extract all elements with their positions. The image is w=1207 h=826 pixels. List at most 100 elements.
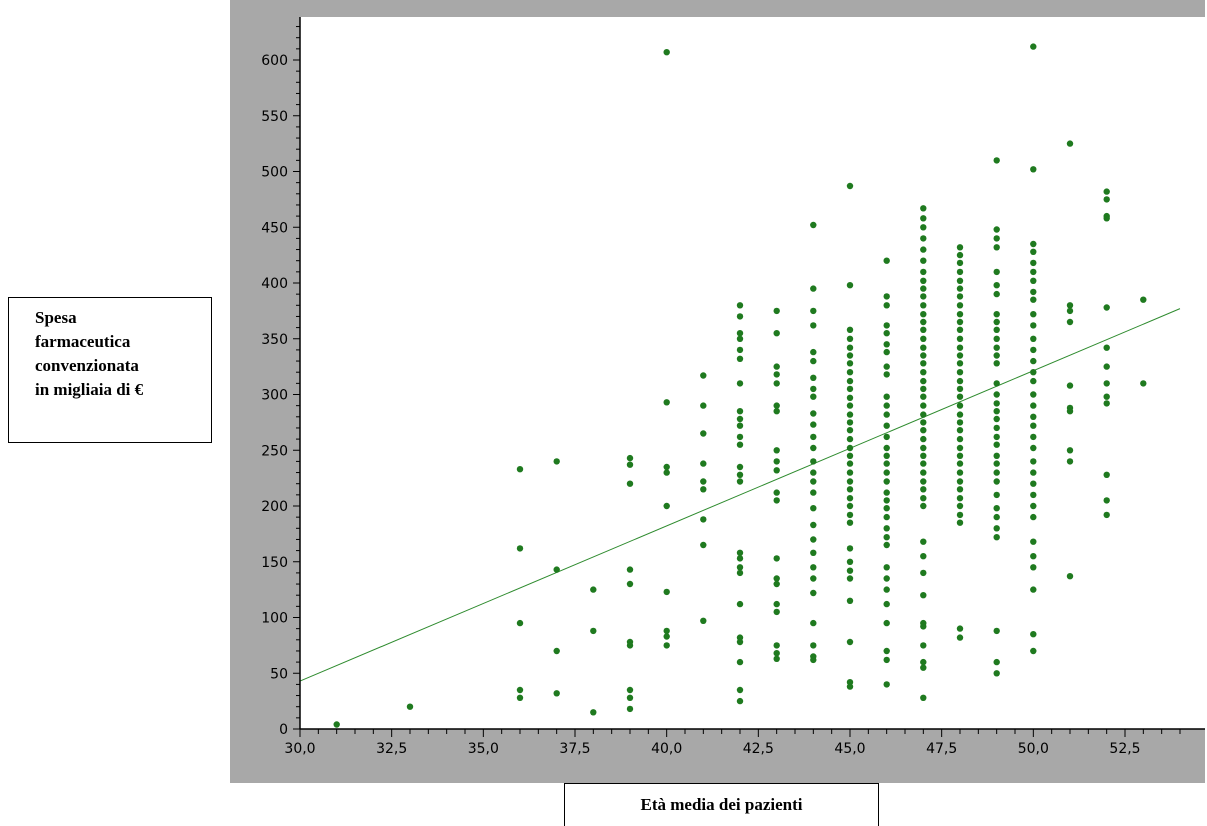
- data-point: [956, 402, 964, 409]
- data-point: [773, 447, 780, 454]
- y-tick-label: 400: [261, 276, 288, 292]
- data-point: [1030, 402, 1037, 409]
- data-point: [736, 330, 744, 337]
- data-point: [810, 433, 817, 441]
- data-point: [920, 486, 927, 493]
- data-point: [1103, 196, 1110, 203]
- data-point: [846, 182, 854, 190]
- data-point: [920, 642, 927, 649]
- data-point: [626, 705, 634, 713]
- data-point: [846, 486, 854, 493]
- data-point: [993, 311, 1000, 318]
- data-point: [883, 341, 890, 348]
- data-point: [810, 536, 817, 543]
- data-point: [1066, 140, 1074, 147]
- data-point: [1030, 553, 1037, 560]
- data-point: [736, 355, 744, 362]
- data-point: [1030, 166, 1037, 173]
- data-point: [846, 545, 854, 552]
- data-point: [883, 330, 890, 337]
- data-point: [846, 444, 854, 452]
- data-point: [736, 478, 744, 485]
- chart-frame: 0 50 100 150 200 250 300 350 400 450 500 550 600 30,0…: [230, 0, 1205, 783]
- data-point: [810, 619, 817, 627]
- data-point: [773, 408, 780, 415]
- data-point: [920, 344, 927, 351]
- data-point: [1030, 469, 1037, 476]
- data-point: [920, 460, 927, 467]
- data-point: [736, 600, 744, 608]
- data-point: [993, 380, 1000, 387]
- data-point: [736, 697, 744, 705]
- data-point: [773, 642, 780, 649]
- data-point: [993, 408, 1000, 415]
- data-point: [736, 302, 744, 309]
- data-point: [736, 564, 744, 571]
- x-tick-label: 37,5: [559, 741, 590, 757]
- data-point: [773, 608, 780, 616]
- data-point: [810, 221, 817, 229]
- data-point: [590, 709, 597, 716]
- data-point: [920, 664, 927, 671]
- y-tick-label: 500: [261, 165, 288, 181]
- data-point: [626, 566, 634, 573]
- data-point: [773, 402, 780, 409]
- data-point: [956, 369, 964, 376]
- data-point: [626, 480, 634, 487]
- data-point: [736, 569, 744, 577]
- data-point: [810, 589, 817, 597]
- data-point: [626, 694, 634, 701]
- data-point: [663, 469, 670, 476]
- y-tick-label: 0: [279, 722, 288, 738]
- data-point: [736, 422, 744, 429]
- data-point: [846, 326, 854, 333]
- data-point: [883, 393, 890, 400]
- data-point: [736, 549, 744, 556]
- y-tick-label: 250: [261, 443, 288, 459]
- data-point: [700, 478, 707, 485]
- data-point: [810, 564, 817, 571]
- data-point: [883, 586, 890, 593]
- data-point: [956, 302, 964, 309]
- data-point: [993, 469, 1000, 476]
- data-point: [883, 541, 890, 549]
- data-point: [663, 633, 670, 640]
- data-point: [956, 411, 964, 418]
- data-point: [1030, 311, 1037, 318]
- data-point: [810, 385, 817, 393]
- data-point: [993, 627, 1000, 635]
- data-point: [956, 511, 964, 519]
- data-point: [956, 460, 964, 467]
- data-point: [956, 478, 964, 485]
- data-point: [993, 478, 1000, 485]
- data-point: [846, 683, 854, 690]
- data-point: [1030, 433, 1037, 441]
- x-tick-label: 35,0: [468, 741, 499, 757]
- data-point: [736, 658, 744, 666]
- data-point: [1030, 240, 1037, 248]
- x-tick-label: 45,0: [834, 741, 865, 757]
- data-point: [626, 686, 634, 694]
- data-point: [883, 469, 890, 476]
- y-tick-label: 350: [261, 332, 288, 348]
- data-point: [1030, 248, 1037, 255]
- data-point: [956, 318, 964, 326]
- data-point: [920, 311, 927, 318]
- data-point: [920, 592, 927, 599]
- data-point: [1103, 188, 1110, 195]
- data-point: [846, 377, 854, 385]
- data-point: [700, 430, 707, 437]
- data-point: [920, 335, 927, 342]
- data-point: [883, 489, 890, 496]
- data-point: [883, 322, 890, 329]
- data-point: [846, 679, 854, 686]
- data-point: [736, 380, 744, 387]
- data-point: [773, 467, 780, 474]
- y-tick-label: 100: [261, 611, 288, 627]
- data-point: [883, 497, 890, 504]
- data-point: [883, 600, 890, 608]
- data-point: [846, 344, 854, 351]
- data-point: [1030, 422, 1037, 429]
- data-point: [883, 656, 890, 664]
- y-tick-label: 50: [270, 666, 288, 682]
